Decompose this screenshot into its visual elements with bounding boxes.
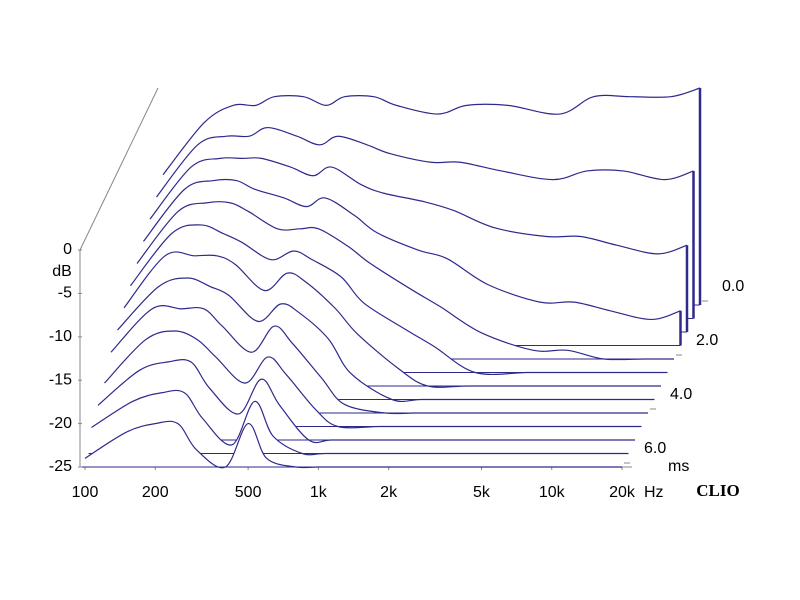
- frame-top-edge: [79, 87, 159, 251]
- x-tick-label: 10k: [539, 484, 566, 501]
- slice-line: [149, 157, 688, 255]
- y-axis-label: dB: [52, 263, 72, 280]
- z-axis-unit: ms: [668, 458, 689, 475]
- y-tick-label: 0: [63, 241, 72, 258]
- y-tick-label: -10: [49, 328, 72, 345]
- slice-fill: [98, 359, 635, 443]
- x-axis-unit: Hz: [644, 484, 664, 501]
- slice-fill: [104, 331, 642, 428]
- y-tick-label: -25: [49, 458, 72, 475]
- y-tick-label: -15: [49, 371, 72, 388]
- x-tick-label: 5k: [473, 484, 491, 501]
- x-tick-label: 100: [72, 484, 99, 501]
- slice-line: [104, 330, 642, 429]
- y-tick-label: -20: [49, 415, 72, 432]
- slice-line: [110, 305, 648, 415]
- x-tick-label: 2k: [380, 484, 398, 501]
- z-tick-label: 0.0: [722, 278, 744, 295]
- slice-line: [123, 251, 661, 388]
- x-tick-label: 200: [142, 484, 169, 501]
- slice-line: [162, 87, 701, 176]
- slice-line: [130, 224, 668, 376]
- slice-line: [143, 178, 681, 321]
- y-tick-label: -5: [58, 285, 72, 302]
- slice-line: [156, 126, 694, 198]
- slice-line: [84, 420, 622, 469]
- z-tick-label: 4.0: [670, 386, 692, 403]
- z-tick-label: 6.0: [644, 440, 666, 457]
- x-tick-label: 500: [235, 484, 262, 501]
- brand: CLIO: [696, 481, 739, 500]
- slice-line: [117, 277, 655, 403]
- slice-line: [91, 389, 629, 456]
- slice-fill: [85, 421, 622, 468]
- z-tick-label: 2.0: [696, 332, 718, 349]
- slice-line: [136, 201, 674, 361]
- x-tick-label: 20k: [609, 484, 636, 501]
- slice-line: [97, 358, 635, 444]
- x-tick-label: 1k: [310, 484, 328, 501]
